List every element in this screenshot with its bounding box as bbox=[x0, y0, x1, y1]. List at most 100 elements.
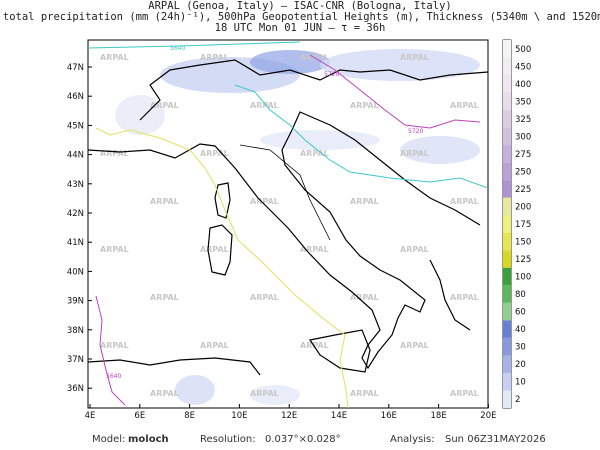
watermark: ARPAL bbox=[150, 293, 179, 302]
lat-label: 46N bbox=[67, 92, 84, 102]
colorbar-swatch bbox=[503, 180, 511, 198]
lat-label: 47N bbox=[67, 63, 84, 73]
map-frame bbox=[87, 39, 489, 409]
colorbar-swatch bbox=[503, 285, 511, 303]
colorbar-swatch bbox=[503, 75, 511, 93]
watermark: ARPAL bbox=[150, 389, 179, 398]
precip bbox=[115, 95, 165, 135]
watermark: ARPAL bbox=[400, 149, 429, 158]
axis-labels: 47N 46N 45N 44N 43N 42N 41N 40N 39N 38N 37N 36N 4E 6E… bbox=[67, 63, 497, 421]
footer-label: Resolution: bbox=[200, 434, 256, 445]
colorbar-label: 250 bbox=[515, 167, 531, 177]
colorbar-swatch bbox=[503, 215, 511, 233]
lat-label: 37N bbox=[67, 355, 84, 365]
header-line: ARPAL (Genoa, Italy) – ISAC-CNR (Bologna… bbox=[148, 0, 451, 12]
colorbar-swatch bbox=[503, 127, 511, 146]
watermark: ARPAL bbox=[100, 149, 129, 158]
watermark: ARPAL bbox=[250, 197, 279, 206]
colorbar-label: 400 bbox=[515, 80, 531, 90]
watermark: ARPAL bbox=[300, 149, 329, 158]
watermark: ARPAL bbox=[350, 389, 379, 398]
lat-label: 40N bbox=[67, 267, 84, 277]
watermark: ARPAL bbox=[300, 341, 329, 350]
footer-value: moloch bbox=[128, 434, 169, 445]
watermark: ARPAL bbox=[350, 293, 379, 302]
watermark: ARPAL bbox=[450, 101, 479, 110]
watermark: ARPAL bbox=[400, 245, 429, 254]
watermark: ARPAL bbox=[450, 389, 479, 398]
height-contour bbox=[88, 41, 301, 49]
lon-label: 8E bbox=[184, 411, 195, 421]
colorbar-label: 40 bbox=[515, 325, 526, 335]
colorbar-swatch bbox=[503, 355, 511, 373]
contour-label: 5640 bbox=[170, 45, 185, 52]
colorbar: 500 450 400 350 325 300 275 250 225 200 175 150 125 1… bbox=[502, 39, 531, 409]
thickness-contour bbox=[95, 127, 349, 408]
colorbar-label: 60 bbox=[515, 308, 526, 318]
lon-label: 20E bbox=[480, 411, 496, 421]
watermark: ARPAL bbox=[400, 53, 429, 62]
precip bbox=[320, 49, 480, 81]
height-contour bbox=[309, 54, 481, 129]
lat-label: 36N bbox=[67, 384, 84, 394]
colorbar-label: 10 bbox=[515, 378, 526, 388]
lat-label: 38N bbox=[67, 326, 84, 336]
coastlines bbox=[88, 59, 488, 376]
watermark: ARPAL bbox=[200, 245, 229, 254]
lon-label: 14E bbox=[331, 411, 347, 421]
watermark: ARPAL bbox=[350, 197, 379, 206]
border bbox=[239, 144, 331, 241]
colorbar-label: 200 bbox=[515, 202, 531, 212]
colorbar-label: 300 bbox=[515, 132, 531, 142]
header-line: 18 UTC Mon 01 JUN – τ = 36h bbox=[215, 22, 386, 34]
colorbar-swatch bbox=[503, 267, 511, 286]
lon-label: 10E bbox=[231, 411, 247, 421]
watermark: ARPAL bbox=[100, 245, 129, 254]
colorbar-label: 275 bbox=[515, 150, 531, 160]
watermark: ARPAL bbox=[400, 341, 429, 350]
contours bbox=[88, 41, 488, 408]
colorbar-label: 2 bbox=[515, 395, 520, 405]
colorbar-swatch bbox=[503, 302, 511, 321]
greece-coast bbox=[429, 259, 471, 331]
precip bbox=[250, 50, 330, 74]
colorbar-swatch bbox=[503, 337, 511, 356]
colorbar-label: 80 bbox=[515, 290, 526, 300]
watermark: ARPAL bbox=[200, 149, 229, 158]
watermark: ARPAL bbox=[150, 197, 179, 206]
colorbar-label: 450 bbox=[515, 62, 531, 72]
colorbar-label: 325 bbox=[515, 115, 531, 125]
watermark: ARPAL bbox=[150, 101, 179, 110]
lat-label: 41N bbox=[67, 238, 84, 248]
coast bbox=[88, 111, 481, 370]
lon-label: 4E bbox=[85, 411, 96, 421]
header-line: 24h total precipitation (mm (24h)⁻¹), 50… bbox=[0, 11, 600, 23]
colorbar-label: 350 bbox=[515, 97, 531, 107]
watermark: ARPAL bbox=[250, 389, 279, 398]
map-area: ARPAL ARPAL ARPAL ARPAL ARPAL ARPAL ARPAL ARPAL… bbox=[87, 39, 489, 409]
colorbar-swatch bbox=[503, 40, 511, 58]
watermark: ARPAL bbox=[450, 197, 479, 206]
lon-label: 18E bbox=[431, 411, 447, 421]
lon-label: 6E bbox=[134, 411, 145, 421]
colorbar-swatch bbox=[503, 145, 511, 163]
colorbar-swatch bbox=[503, 162, 511, 181]
footer-label: Model: bbox=[92, 434, 125, 445]
colorbar-label: 100 bbox=[515, 273, 531, 283]
colorbar-swatch bbox=[503, 57, 511, 76]
contour-label: 5720 bbox=[408, 128, 423, 135]
watermark: ARPAL bbox=[250, 293, 279, 302]
lat-label: 39N bbox=[67, 297, 84, 307]
colorbar-label: 175 bbox=[515, 220, 531, 230]
lat-label: 42N bbox=[67, 209, 84, 219]
colorbar-label: 125 bbox=[515, 255, 531, 265]
precip bbox=[175, 375, 215, 405]
colorbar-swatch bbox=[503, 390, 511, 408]
colorbar-swatch bbox=[503, 92, 511, 111]
precip bbox=[260, 130, 380, 150]
colorbar-swatch bbox=[503, 197, 511, 216]
colorbar-swatch bbox=[503, 250, 511, 268]
watermark: ARPAL bbox=[200, 53, 229, 62]
